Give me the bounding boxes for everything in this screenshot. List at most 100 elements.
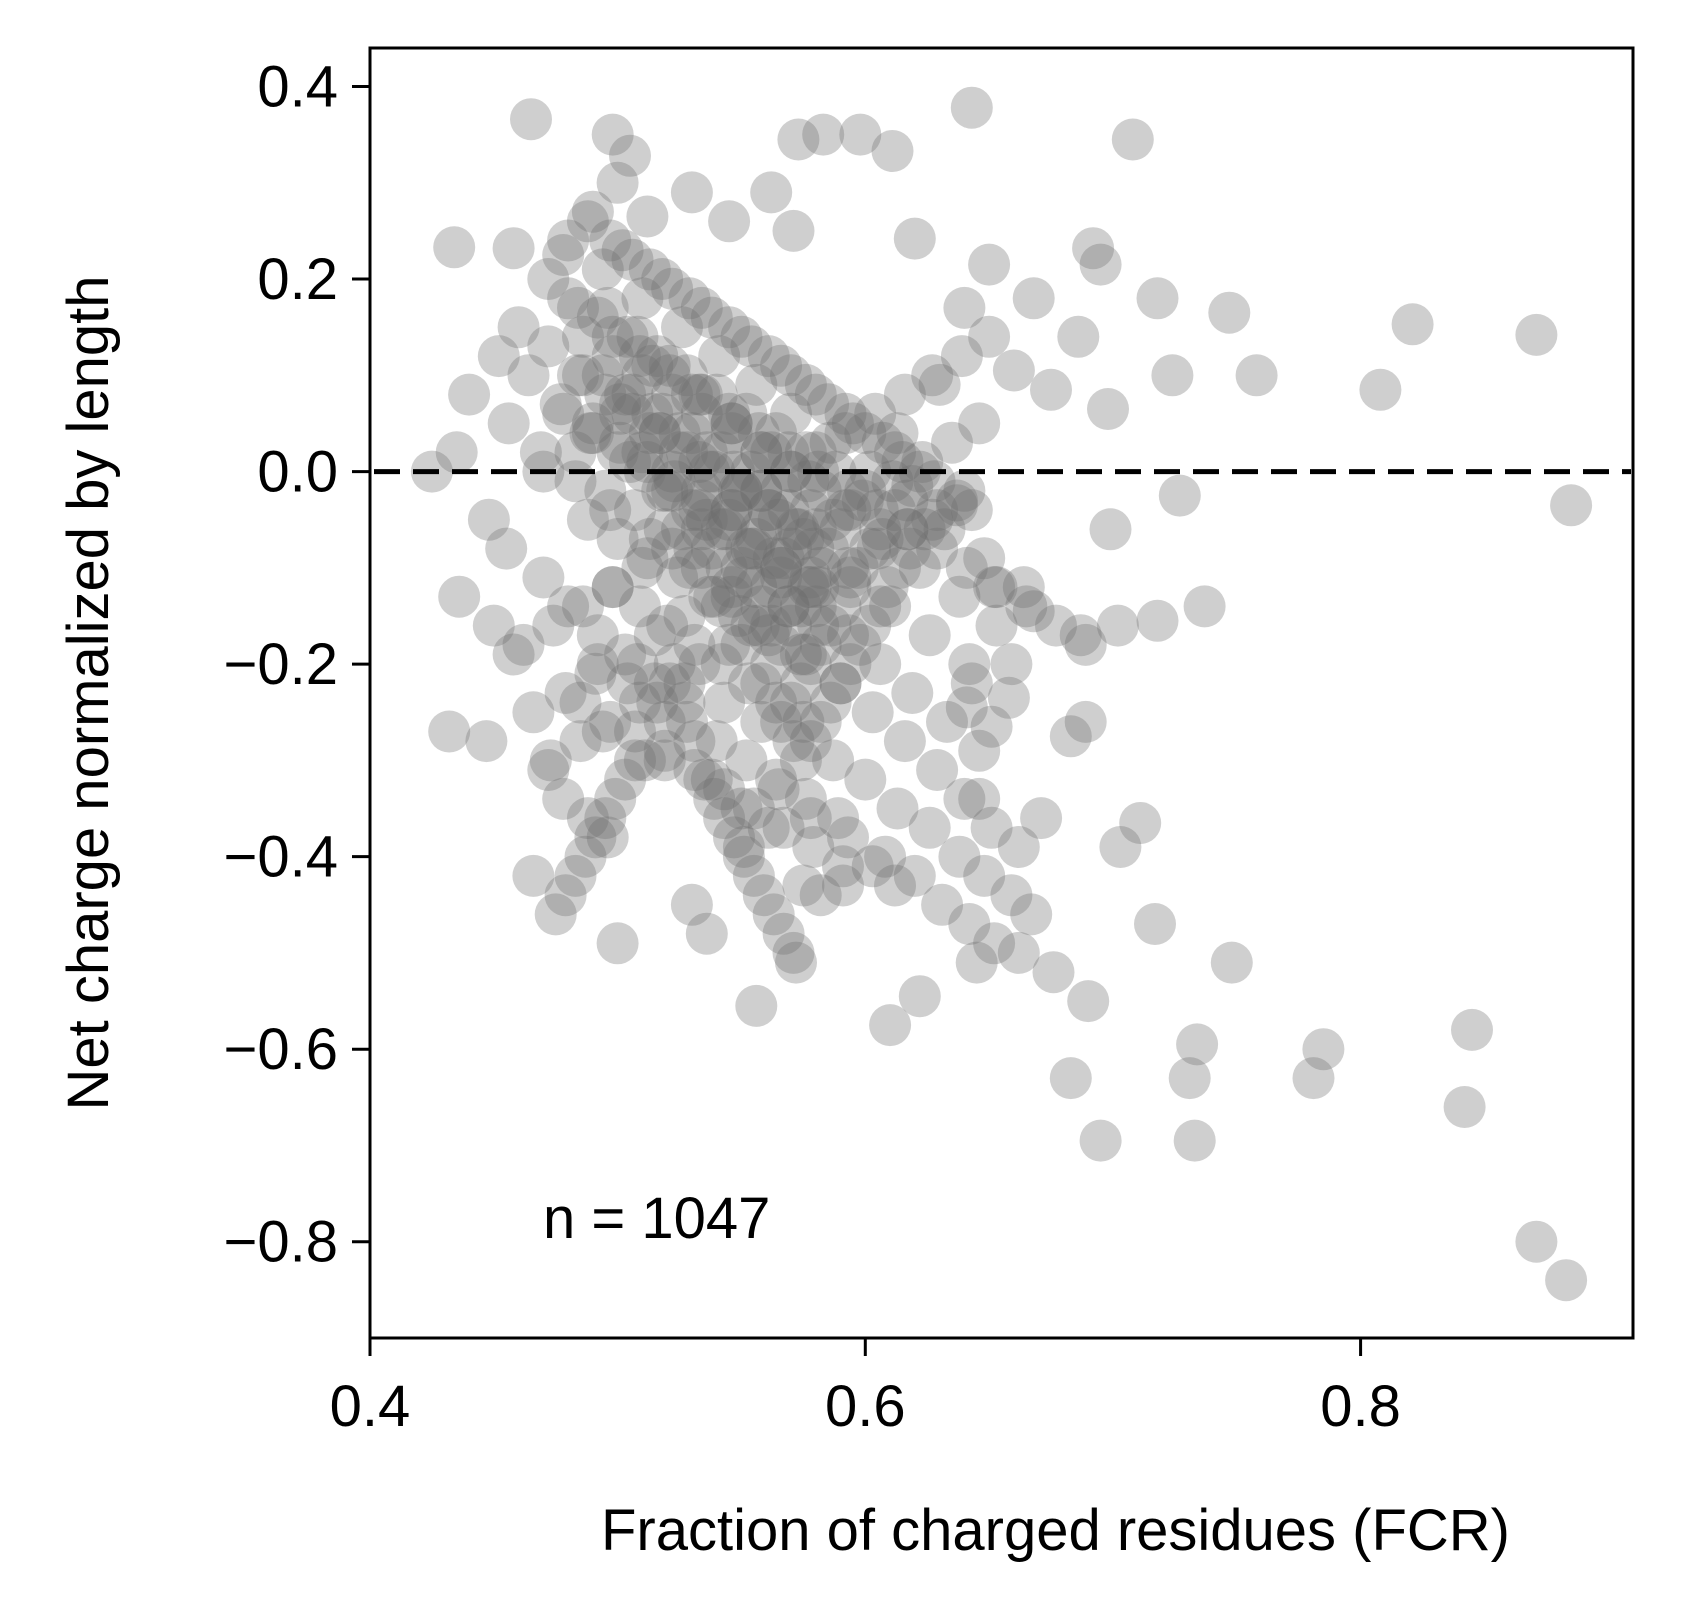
data-point <box>596 161 639 204</box>
data-point <box>935 484 978 527</box>
data-point <box>1067 980 1110 1023</box>
data-point <box>1151 354 1194 397</box>
data-point <box>1012 590 1055 633</box>
data-point <box>789 643 832 686</box>
data-point <box>614 710 656 753</box>
data-point <box>1302 1028 1345 1071</box>
data-point <box>641 392 684 435</box>
data-point <box>908 806 951 849</box>
data-point <box>616 643 659 686</box>
data-point <box>477 335 520 378</box>
data-point <box>943 286 986 329</box>
data-point <box>750 431 793 474</box>
data-point <box>958 777 1001 820</box>
data-point <box>710 402 753 445</box>
data-point <box>601 229 644 272</box>
y-axis-ticks: 0.4 0.2 0.0 −0.2 −0.4 −0.6 −0.8 <box>224 55 370 1275</box>
data-point <box>859 508 902 551</box>
data-point <box>586 816 629 859</box>
data-point <box>760 469 803 512</box>
y-tick-label: −0.4 <box>224 825 339 890</box>
data-point <box>779 633 822 676</box>
data-point <box>700 431 743 474</box>
data-point <box>948 643 991 686</box>
data-point <box>1035 604 1077 647</box>
data-point <box>690 758 733 801</box>
data-point <box>861 421 904 464</box>
data-point <box>1049 1057 1092 1100</box>
data-point <box>700 643 743 686</box>
data-points <box>410 86 1593 1302</box>
data-point <box>1119 802 1162 844</box>
data-point <box>893 854 936 897</box>
data-point <box>656 556 699 599</box>
data-point <box>794 585 837 628</box>
data-point <box>485 527 528 570</box>
data-point <box>888 527 931 570</box>
data-point <box>762 537 805 580</box>
data-point <box>970 705 1013 748</box>
data-point <box>685 912 728 955</box>
y-axis-label: Net charge normalized by length <box>56 275 121 1110</box>
data-point <box>663 595 706 637</box>
data-point <box>827 816 869 859</box>
data-point <box>559 681 602 724</box>
data-point <box>730 527 773 570</box>
data-point <box>931 421 973 464</box>
data-point <box>544 874 587 917</box>
data-point <box>789 566 832 609</box>
data-point <box>574 816 617 859</box>
data-point <box>594 777 637 820</box>
data-point <box>562 585 604 628</box>
data-point <box>779 585 822 628</box>
data-point <box>819 662 862 705</box>
data-point <box>599 421 642 464</box>
data-point <box>871 130 914 172</box>
data-point <box>824 392 867 435</box>
data-point <box>700 508 743 551</box>
data-point <box>1168 1057 1211 1100</box>
data-point <box>975 604 1018 647</box>
data-point <box>891 465 934 507</box>
data-point <box>921 883 964 926</box>
data-point <box>666 431 708 474</box>
data-point <box>817 797 860 840</box>
data-point <box>869 1004 912 1047</box>
data-point <box>510 98 552 141</box>
data-point <box>618 681 661 724</box>
data-point <box>760 556 803 599</box>
data-point <box>730 450 773 493</box>
data-point <box>1002 566 1045 609</box>
sample-size-annotation: n = 1047 <box>543 1186 770 1251</box>
data-point <box>940 335 983 378</box>
data-point <box>710 402 753 445</box>
data-point <box>799 623 842 666</box>
data-point <box>859 585 902 628</box>
data-point <box>970 806 1013 849</box>
data-point <box>762 912 805 955</box>
data-point <box>1079 1119 1122 1162</box>
data-point <box>710 566 753 609</box>
data-point <box>670 171 713 214</box>
data-point <box>799 469 842 512</box>
data-point <box>532 604 575 647</box>
data-point <box>658 431 701 474</box>
data-point <box>708 200 751 243</box>
data-point <box>918 363 961 406</box>
data-point <box>661 306 703 349</box>
data-point <box>628 412 671 455</box>
data-point <box>767 489 810 532</box>
data-point <box>740 469 783 512</box>
data-point <box>589 489 632 532</box>
data-point <box>767 585 810 628</box>
data-point <box>643 739 686 782</box>
data-point <box>841 479 884 522</box>
data-point <box>799 874 842 917</box>
data-point <box>658 412 701 455</box>
data-point <box>581 248 624 291</box>
data-point <box>467 498 510 541</box>
data-point <box>1059 614 1102 657</box>
data-point <box>789 720 832 763</box>
data-point <box>638 412 681 455</box>
data-point <box>564 835 607 878</box>
